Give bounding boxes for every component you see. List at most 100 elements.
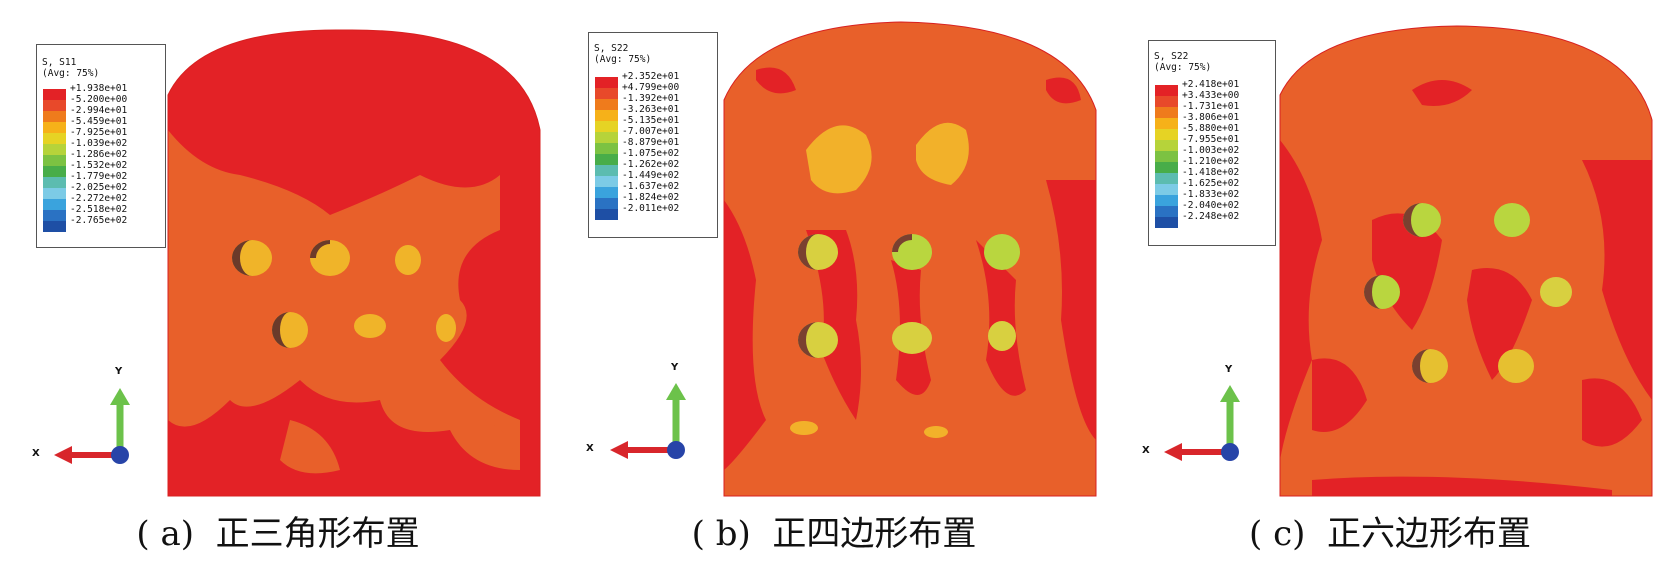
color-swatch <box>1155 107 1178 118</box>
color-swatch <box>595 110 618 121</box>
legend-value: -5.459e+01 <box>70 116 128 127</box>
legend-value: -1.418e+02 <box>1182 167 1240 178</box>
color-swatch <box>43 155 66 166</box>
legend-value: -5.880e+01 <box>1182 123 1240 134</box>
legend-title: S, S22 (Avg: 75%) <box>594 43 652 65</box>
color-swatch <box>595 99 618 110</box>
color-swatch <box>43 199 66 210</box>
legend-value: +1.938e+01 <box>70 83 128 94</box>
color-swatch <box>1155 195 1178 206</box>
legend-value: -1.731e+01 <box>1182 101 1240 112</box>
legend-value: -2.518e+02 <box>70 204 128 215</box>
legend-value: -2.994e+01 <box>70 105 128 116</box>
color-swatch <box>595 198 618 209</box>
legend-value: -1.392e+01 <box>622 93 680 104</box>
color-swatch <box>595 165 618 176</box>
color-swatch <box>1155 129 1178 140</box>
color-swatch <box>43 100 66 111</box>
legend-value: -1.075e+02 <box>622 148 680 159</box>
color-swatch <box>595 176 618 187</box>
color-swatch <box>595 154 618 165</box>
axis-triad <box>54 388 130 464</box>
legend-value: -1.625e+02 <box>1182 178 1240 189</box>
legend-title: S, S11 (Avg: 75%) <box>42 57 100 79</box>
x-axis-label: X <box>1142 445 1150 456</box>
color-swatch <box>595 77 618 88</box>
color-swatch <box>595 121 618 132</box>
legend-value: -1.779e+02 <box>70 171 128 182</box>
legend-value: -1.039e+02 <box>70 138 128 149</box>
color-swatch <box>43 177 66 188</box>
color-swatch <box>1155 151 1178 162</box>
color-swatch <box>1155 162 1178 173</box>
color-swatch <box>595 187 618 198</box>
legend-value: -3.806e+01 <box>1182 112 1240 123</box>
panel-c: Y X S, S22 (Avg: 75%) +2.418e+01 +3.433e+… <box>1112 0 1668 572</box>
legend-value: +4.799e+00 <box>622 82 680 93</box>
caption-b: ( b) 正四边形布置 <box>691 514 977 554</box>
color-swatch <box>43 144 66 155</box>
x-axis-label: X <box>32 448 40 459</box>
caption-a: ( a) 正三角形布置 <box>136 514 420 554</box>
legend-value: -2.272e+02 <box>70 193 128 204</box>
color-swatch <box>595 209 618 220</box>
legend-value: -2.011e+02 <box>622 203 680 214</box>
color-swatch <box>1155 96 1178 107</box>
caption-c: ( c) 正六边形布置 <box>1249 514 1531 554</box>
legend: S, S22 (Avg: 75%) +2.418e+01 +3.433e+00 -1… <box>1148 40 1276 246</box>
color-swatch <box>1155 85 1178 96</box>
color-swatch <box>595 132 618 143</box>
legend-value: -1.532e+02 <box>70 160 128 171</box>
legend-value: -1.824e+02 <box>622 192 680 203</box>
legend-value: -3.263e+01 <box>622 104 680 115</box>
legend-value: -7.925e+01 <box>70 127 128 138</box>
color-swatch <box>1155 217 1178 228</box>
color-swatch <box>43 111 66 122</box>
y-axis-label: Y <box>1225 364 1233 375</box>
legend-value: -1.833e+02 <box>1182 189 1240 200</box>
legend-value: -7.007e+01 <box>622 126 680 137</box>
color-swatch <box>43 210 66 221</box>
legend-value: -1.637e+02 <box>622 181 680 192</box>
color-swatch <box>595 88 618 99</box>
contour-plot-a <box>54 29 541 497</box>
y-axis-label: Y <box>671 362 679 373</box>
color-swatch <box>1155 184 1178 195</box>
legend-value: -5.200e+00 <box>70 94 128 105</box>
legend-value: -8.879e+01 <box>622 137 680 148</box>
x-axis-label: X <box>586 443 594 454</box>
legend-value: -1.449e+02 <box>622 170 680 181</box>
color-swatch <box>1155 173 1178 184</box>
y-axis-label: Y <box>115 366 123 377</box>
legend-value: +2.352e+01 <box>622 71 680 82</box>
legend-value: -1.210e+02 <box>1182 156 1240 167</box>
legend-value: -2.765e+02 <box>70 215 128 226</box>
hole-markers <box>798 234 1020 358</box>
color-swatch <box>43 89 66 100</box>
legend-value: +3.433e+00 <box>1182 90 1240 101</box>
color-swatch <box>1155 118 1178 129</box>
legend-value: -2.248e+02 <box>1182 211 1240 222</box>
contour-plot-b <box>610 21 1097 497</box>
color-swatch <box>43 188 66 199</box>
color-swatch <box>43 221 66 232</box>
legend-value: -1.286e+02 <box>70 149 128 160</box>
legend-value: -2.040e+02 <box>1182 200 1240 211</box>
axis-triad <box>1164 385 1240 461</box>
color-swatch <box>43 122 66 133</box>
color-swatch <box>1155 206 1178 217</box>
legend-value: -1.003e+02 <box>1182 145 1240 156</box>
legend-value: -2.025e+02 <box>70 182 128 193</box>
axis-triad <box>610 383 686 459</box>
legend-title: S, S22 (Avg: 75%) <box>1154 51 1212 73</box>
hole-markers <box>232 240 456 348</box>
hole-markers <box>1364 203 1572 383</box>
legend: S, S11 (Avg: 75%) +1.938e+01 -5.200e+00 -2… <box>36 44 166 248</box>
contour-plot-c <box>1164 25 1653 497</box>
legend-value: +2.418e+01 <box>1182 79 1240 90</box>
panel-a: Y X S, S11 (Avg: 75%) +1.938e+01 -5.200e+… <box>0 0 556 572</box>
legend-value: -7.955e+01 <box>1182 134 1240 145</box>
color-swatch <box>595 143 618 154</box>
color-swatch <box>43 166 66 177</box>
legend-value: -1.262e+02 <box>622 159 680 170</box>
